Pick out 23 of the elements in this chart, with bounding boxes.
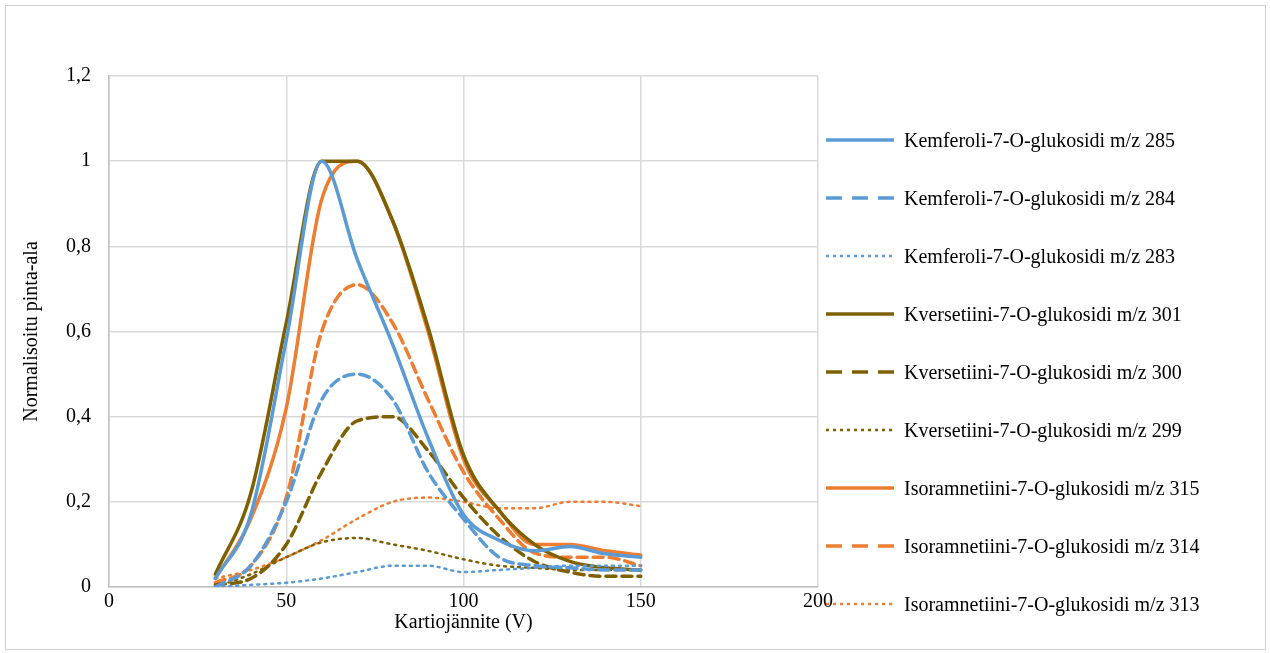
y-axis-title: Normalisoitu pinta-ala	[19, 241, 43, 422]
y-tick-label: 0,8	[66, 233, 91, 256]
y-tick-label: 0,6	[66, 318, 91, 341]
y-tick-label: 0,2	[66, 489, 91, 512]
y-tick-label: 1	[81, 148, 91, 171]
y-tick-label: 1,2	[66, 63, 91, 86]
legend-label: Kversetiini-7-O-glukosidi m/z 301	[904, 302, 1182, 326]
x-tick-label: 0	[104, 589, 114, 612]
legend-label: Kversetiini-7-O-glukosidi m/z 299	[904, 418, 1182, 442]
y-tick-label: 0,4	[66, 403, 91, 426]
legend-label: Isoramnetiini-7-O-glukosidi m/z 314	[904, 534, 1200, 558]
legend-label: Isoramnetiini-7-O-glukosidi m/z 315	[904, 476, 1200, 500]
x-tick-label: 50	[276, 589, 297, 612]
x-axis-title: Kartiojännite (V)	[394, 610, 533, 634]
legend-label: Kversetiini-7-O-glukosidi m/z 300	[904, 360, 1182, 384]
legend-label: Kemferoli-7-O-glukosidi m/z 283	[904, 244, 1176, 268]
x-tick-label: 150	[625, 589, 656, 612]
legend-label: Kemferoli-7-O-glukosidi m/z 285	[904, 128, 1176, 152]
x-tick-label: 200	[803, 589, 833, 612]
y-tick-label: 0	[81, 574, 91, 597]
legend-label: Isoramnetiini-7-O-glukosidi m/z 313	[904, 592, 1200, 616]
x-tick-label: 100	[448, 589, 479, 612]
legend-label: Kemferoli-7-O-glukosidi m/z 284	[904, 186, 1176, 210]
